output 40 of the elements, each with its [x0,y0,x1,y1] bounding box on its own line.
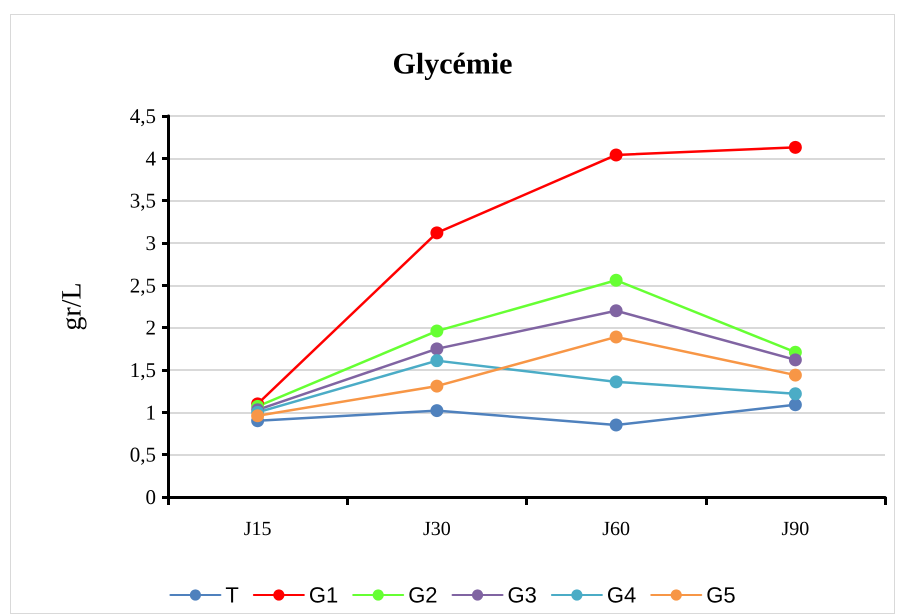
legend-label: G4 [606,582,636,608]
point [430,342,444,356]
point [788,368,802,382]
point [788,140,802,154]
point [610,148,623,162]
point [610,304,623,318]
point [610,274,623,287]
point [788,398,802,412]
y-tick-label: 1 [146,400,156,424]
y-tick-label: 2,5 [130,273,156,298]
y-tick-label: 4 [146,146,156,170]
point [610,330,623,344]
point [251,409,264,422]
y-tick-label: 3 [146,231,156,255]
y-tick-label: 1,5 [130,358,156,382]
y-tick-label: 2 [146,316,156,340]
point [430,404,444,418]
legend-label: G3 [508,582,537,608]
x-tick-label: J90 [781,518,810,540]
point [788,387,802,400]
x-tick-label: J15 [244,518,272,540]
y-axis-title: gr/L [56,282,88,331]
point [610,418,623,432]
y-tick-label: 4,5 [130,104,156,128]
point [788,353,802,366]
y-tick-label: 3,5 [130,188,156,213]
legend-label: G1 [308,582,338,608]
point [610,375,623,388]
legend-label: T [225,582,239,608]
y-tick-label: 0 [146,485,156,509]
x-tick-label: J30 [422,518,451,540]
legend-label: G5 [706,582,736,608]
point [430,354,444,368]
legend-label: G2 [408,582,438,608]
y-tick-label: 0,5 [130,442,156,467]
point [430,324,444,338]
point [430,226,444,240]
chart-title: Glycémie [392,48,512,80]
point [430,380,444,393]
x-tick-label: J60 [602,518,630,540]
